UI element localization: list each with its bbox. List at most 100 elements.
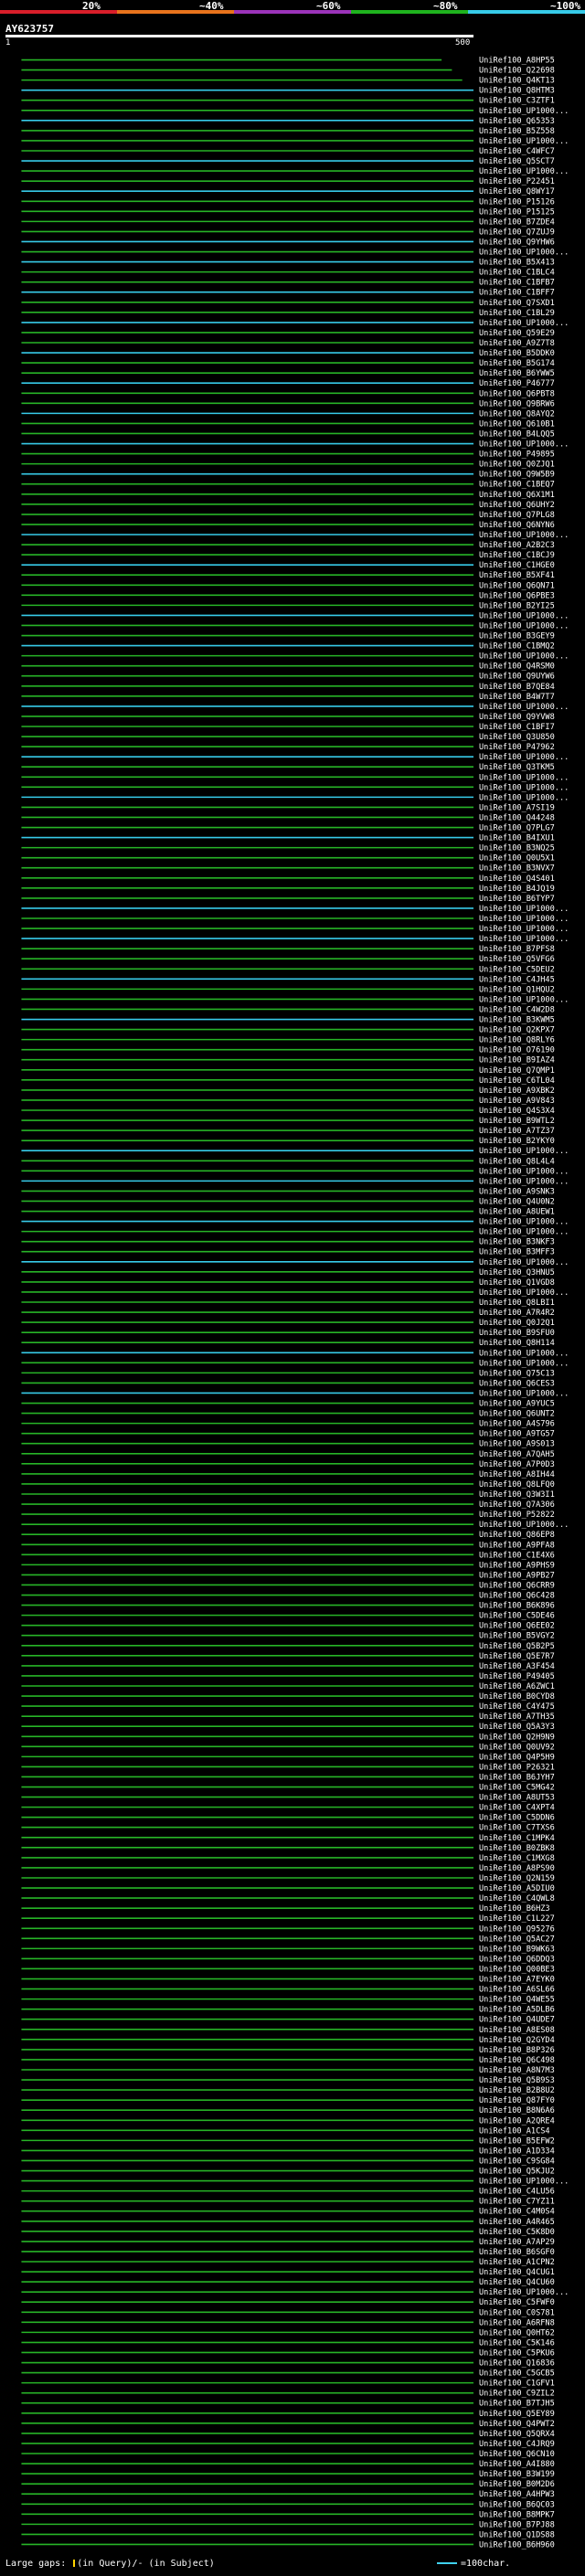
hit-label[interactable]: UniRef100_B5X413 (479, 259, 555, 268)
hit-label[interactable]: UniRef100_UP1000... (479, 2288, 569, 2297)
hit-label[interactable]: UniRef100_A5DIU0 (479, 1884, 555, 1893)
hit-label[interactable]: UniRef100_A7TH35 (479, 1712, 555, 1722)
hit-label[interactable]: UniRef100_UP1000... (479, 621, 569, 631)
hit-label[interactable]: UniRef100_B5EFW2 (479, 2136, 555, 2146)
hit-label[interactable]: UniRef100_B8N6A6 (479, 2106, 555, 2115)
hit-label[interactable]: UniRef100_O76190 (479, 1046, 555, 1055)
hit-label[interactable]: UniRef100_UP1000... (479, 1521, 569, 1530)
hit-label[interactable]: UniRef100_B3W199 (479, 2470, 555, 2479)
hit-label[interactable]: UniRef100_Q5QRX4 (479, 2430, 555, 2439)
hit-label[interactable]: UniRef100_C5K8D0 (479, 2228, 555, 2237)
hit-label[interactable]: UniRef100_Q3W3I1 (479, 1490, 555, 1500)
hit-label[interactable]: UniRef100_Q9YVW8 (479, 713, 555, 722)
hit-label[interactable]: UniRef100_UP1000... (479, 2178, 569, 2187)
hit-label[interactable]: UniRef100_Q4WE55 (479, 1996, 555, 2005)
hit-label[interactable]: UniRef100_B6QC03 (479, 2500, 555, 2509)
hit-label[interactable]: UniRef100_A5DLB6 (479, 2006, 555, 2015)
hit-label[interactable]: UniRef100_P15125 (479, 207, 555, 217)
hit-label[interactable]: UniRef100_A7EYK0 (479, 1976, 555, 1985)
hit-label[interactable]: UniRef100_UP1000... (479, 1147, 569, 1156)
hit-label[interactable]: UniRef100_Q9BRW6 (479, 399, 555, 408)
hit-label[interactable]: UniRef100_A8N7M3 (479, 2066, 555, 2075)
hit-label[interactable]: UniRef100_Q4CUG1 (479, 2268, 555, 2277)
hit-label[interactable]: UniRef100_UP1000... (479, 319, 569, 328)
hit-label[interactable]: UniRef100_UP1000... (479, 703, 569, 712)
hit-label[interactable]: UniRef100_B7PFS8 (479, 945, 555, 954)
hit-label[interactable]: UniRef100_Q610B1 (479, 419, 555, 429)
hit-label[interactable]: UniRef100_Q4KT13 (479, 77, 555, 86)
hit-label[interactable]: UniRef100_Q7ZUJ9 (479, 228, 555, 237)
hit-label[interactable]: UniRef100_Q6NYN6 (479, 521, 555, 530)
hit-label[interactable]: UniRef100_UP1000... (479, 1218, 569, 1227)
hit-label[interactable]: UniRef100_Q16836 (479, 2359, 555, 2369)
hit-label[interactable]: UniRef100_P26321 (479, 1763, 555, 1772)
hit-label[interactable]: UniRef100_B9SFU0 (479, 1329, 555, 1338)
hit-label[interactable]: UniRef100_Q6QN71 (479, 581, 555, 590)
hit-label[interactable]: UniRef100_Q5A3Y3 (479, 1723, 555, 1732)
hit-label[interactable]: UniRef100_B4LQQ5 (479, 429, 555, 439)
hit-label[interactable]: UniRef100_A8UEW1 (479, 1208, 555, 1217)
hit-label[interactable]: UniRef100_C4W2D8 (479, 1005, 555, 1014)
hit-label[interactable]: UniRef100_Q4UDE7 (479, 2016, 555, 2025)
hit-label[interactable]: UniRef100_B8MPK7 (479, 2510, 555, 2519)
hit-label[interactable]: UniRef100_B3NKF3 (479, 1238, 555, 1247)
hit-label[interactable]: UniRef100_Q5E7R7 (479, 1652, 555, 1661)
hit-label[interactable]: UniRef100_Q1DS88 (479, 2530, 555, 2539)
hit-label[interactable]: UniRef100_Q4CU60 (479, 2278, 555, 2287)
hit-label[interactable]: UniRef100_UP1000... (479, 249, 569, 258)
hit-label[interactable]: UniRef100_C1BFI7 (479, 723, 555, 732)
hit-label[interactable]: UniRef100_UP1000... (479, 1167, 569, 1176)
hit-label[interactable]: UniRef100_Q6PBE3 (479, 591, 555, 600)
hit-label[interactable]: UniRef100_A8UT53 (479, 1794, 555, 1803)
hit-label[interactable]: UniRef100_UP1000... (479, 935, 569, 944)
hit-label[interactable]: UniRef100_Q7PLG7 (479, 824, 555, 833)
hit-label[interactable]: UniRef100_C1BFF7 (479, 289, 555, 298)
hit-label[interactable]: UniRef100_C5PKU6 (479, 2348, 555, 2358)
hit-label[interactable]: UniRef100_C5GCB5 (479, 2369, 555, 2379)
hit-label[interactable]: UniRef100_B6YWW5 (479, 369, 555, 378)
hit-label[interactable]: UniRef100_Q65353 (479, 117, 555, 126)
hit-label[interactable]: UniRef100_C4WFC7 (479, 147, 555, 156)
hit-label[interactable]: UniRef100_Q5EY89 (479, 2410, 555, 2419)
hit-label[interactable]: UniRef100_A9XBK2 (479, 1087, 555, 1096)
hit-label[interactable]: UniRef100_Q4P5H9 (479, 1753, 555, 1762)
hit-label[interactable]: UniRef100_Q4S401 (479, 875, 555, 884)
hit-label[interactable]: UniRef100_Q8HTM3 (479, 87, 555, 96)
hit-label[interactable]: UniRef100_A1CS4 (479, 2126, 550, 2136)
hit-label[interactable]: UniRef100_Q1HQU2 (479, 985, 555, 994)
hit-label[interactable]: UniRef100_UP1000... (479, 167, 569, 176)
hit-label[interactable]: UniRef100_C9SG84 (479, 2157, 555, 2166)
hit-label[interactable]: UniRef100_Q0J2Q1 (479, 1319, 555, 1328)
hit-label[interactable]: UniRef100_Q0ZJQ1 (479, 461, 555, 470)
hit-label[interactable]: UniRef100_Q8L4L4 (479, 1157, 555, 1166)
hit-label[interactable]: UniRef100_Q75C13 (479, 1369, 555, 1378)
hit-label[interactable]: UniRef100_A7R4R2 (479, 1309, 555, 1318)
hit-label[interactable]: UniRef100_Q6X1M1 (479, 491, 555, 500)
hit-label[interactable]: UniRef100_UP1000... (479, 652, 569, 662)
hit-label[interactable]: UniRef100_UP1000... (479, 1177, 569, 1186)
hit-label[interactable]: UniRef100_Q9YHW6 (479, 238, 555, 247)
hit-label[interactable]: UniRef100_B3MFF3 (479, 1248, 555, 1257)
hit-label[interactable]: UniRef100_Q4U0N2 (479, 1197, 555, 1206)
hit-label[interactable]: UniRef100_UP1000... (479, 137, 569, 146)
hit-label[interactable]: UniRef100_C1MPK4 (479, 1834, 555, 1843)
hit-label[interactable]: UniRef100_C5FWF0 (479, 2298, 555, 2307)
hit-label[interactable]: UniRef100_UP1000... (479, 440, 569, 450)
hit-label[interactable]: UniRef100_C1BLC4 (479, 269, 555, 278)
hit-label[interactable]: UniRef100_Q6CN10 (479, 2450, 555, 2459)
hit-label[interactable]: UniRef100_A4HPW3 (479, 2490, 555, 2499)
hit-label[interactable]: UniRef100_A7P0D3 (479, 1460, 555, 1469)
hit-label[interactable]: UniRef100_A7QAH5 (479, 1450, 555, 1459)
hit-label[interactable]: UniRef100_UP1000... (479, 915, 569, 924)
hit-label[interactable]: UniRef100_B3KWM5 (479, 1016, 555, 1025)
hit-label[interactable]: UniRef100_UP1000... (479, 1228, 569, 1237)
hit-label[interactable]: UniRef100_Q2H9N9 (479, 1733, 555, 1742)
hit-label[interactable]: UniRef100_UP1000... (479, 995, 569, 1004)
hit-label[interactable]: UniRef100_A9PFA8 (479, 1541, 555, 1550)
hit-label[interactable]: UniRef100_Q4RSM0 (479, 663, 555, 672)
hit-label[interactable]: UniRef100_Q6PBT8 (479, 389, 555, 398)
hit-label[interactable]: UniRef100_Q6CES3 (479, 1379, 555, 1388)
hit-label[interactable]: UniRef100_A9S013 (479, 1440, 555, 1449)
hit-label[interactable]: UniRef100_UP1000... (479, 1258, 569, 1267)
hit-label[interactable]: UniRef100_C0S781 (479, 2308, 555, 2317)
